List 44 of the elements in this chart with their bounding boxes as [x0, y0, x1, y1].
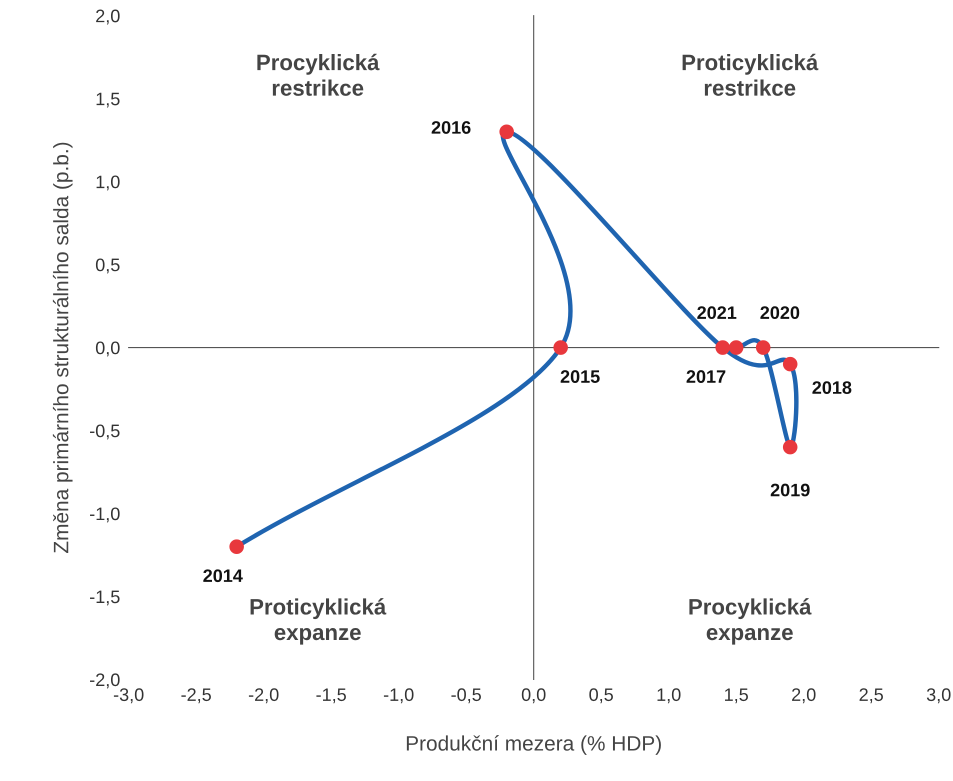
y-axis-title: Změna primárního strukturálního salda (p.b.): [52, 142, 73, 553]
annotation: Proticyklická expanze: [250, 598, 386, 645]
x-tick-label: 0,0: [522, 688, 546, 704]
x-tick-label: -2,5: [181, 688, 211, 704]
x-tick-label: 1,0: [658, 688, 681, 704]
annotation: Proticyklická restrikce: [682, 54, 818, 96]
x-tick-label: -1,0: [384, 688, 414, 704]
annotation: 2020: [760, 306, 800, 320]
y-tick-label: -0,5: [90, 424, 120, 440]
point: [715, 340, 730, 355]
x-tick-label: 2,5: [860, 688, 883, 704]
x-tick-label: 0,5: [589, 688, 613, 704]
y-tick-label: 0,0: [96, 341, 120, 356]
annotation: 2019: [770, 484, 810, 496]
point: [728, 340, 744, 355]
x-tick-label: 1,5: [725, 688, 748, 704]
x-tick-label: -3,0: [114, 688, 144, 704]
y-tick-label: 1,5: [96, 92, 120, 108]
y-tick-label: -2,0: [90, 673, 120, 688]
x-tick-label: -2,0: [248, 688, 279, 704]
annotation: Procyklická expanze: [689, 598, 812, 645]
y-tick-label: 2,0: [96, 10, 120, 24]
y-tick-label: -1,0: [90, 507, 120, 522]
annotation: Procyklická restrikce: [257, 54, 380, 96]
x-axis-title: Produkční mezera (% HDP): [406, 735, 661, 755]
x-tick-label: 3,0: [926, 688, 951, 704]
annotation: 2018: [812, 381, 852, 394]
annotation: 2021: [697, 306, 736, 320]
point: [229, 539, 244, 554]
annotation: 2016: [432, 121, 471, 134]
y-tick-label: 1,0: [96, 176, 120, 190]
point: [553, 340, 568, 355]
annotation: 2017: [686, 370, 726, 383]
annotation: 2015: [560, 370, 600, 383]
x-tick-label: 2,0: [792, 688, 816, 704]
x-tick-label: -1,5: [316, 688, 346, 704]
point: [499, 124, 514, 140]
annotation: 2014: [203, 569, 243, 582]
y-tick-label: -1,5: [90, 590, 120, 606]
x-tick-label: -0,5: [451, 688, 481, 704]
point: [756, 340, 770, 355]
y-tick-label: 0,5: [96, 258, 120, 274]
point: [782, 356, 798, 372]
point: [782, 440, 798, 454]
